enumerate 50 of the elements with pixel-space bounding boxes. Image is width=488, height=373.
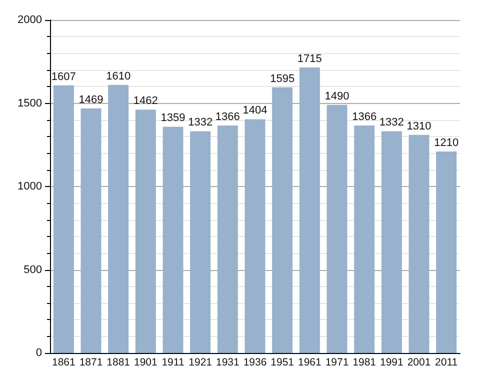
x-tick-label: 1861: [52, 356, 76, 368]
bar: [217, 126, 238, 353]
data-label: 1366: [215, 111, 240, 124]
x-tick-label: 1911: [162, 356, 184, 368]
bar: [108, 84, 129, 353]
x-tick-label: 1901: [134, 356, 158, 368]
x-tick-label: 1921: [188, 356, 212, 368]
bar: [354, 126, 375, 353]
x-tick-label: 1951: [270, 356, 294, 368]
bar: [326, 104, 348, 353]
x-tick-label: 1991: [380, 356, 404, 368]
x-tick-label: 1981: [352, 356, 376, 368]
y-tick-label: 500: [24, 264, 42, 276]
bar: [272, 87, 293, 353]
bar: [80, 108, 102, 353]
bar: [162, 126, 184, 353]
bar: [190, 131, 211, 353]
bar: [135, 110, 156, 353]
x-tick-label: 1961: [298, 356, 322, 368]
bar: [436, 152, 457, 353]
data-label: 1715: [297, 52, 322, 65]
data-label: 1359: [160, 112, 186, 124]
data-label: 1310: [406, 120, 432, 132]
x-tick-label: 1871: [79, 356, 103, 368]
bar: [299, 67, 320, 353]
bar: [408, 134, 430, 353]
bar: [381, 131, 402, 353]
x-tick-label: 1971: [325, 356, 349, 368]
data-label: 1366: [352, 111, 377, 124]
data-label: 1595: [270, 72, 295, 85]
bar: [53, 85, 74, 353]
data-label: 1610: [106, 70, 131, 82]
data-label: 1210: [434, 137, 459, 150]
data-label: 1469: [78, 94, 104, 106]
data-label: 1490: [324, 90, 350, 102]
data-label: 1332: [379, 116, 404, 129]
data-label: 1607: [51, 70, 76, 83]
x-tick-label: 2011: [435, 356, 458, 368]
y-tick-label: 0: [36, 347, 42, 359]
x-tick-label: 1931: [216, 356, 240, 368]
bar: [244, 119, 266, 353]
y-tick-label: 2000: [18, 14, 42, 26]
data-label: 1404: [242, 104, 268, 117]
data-label: 1332: [188, 116, 213, 129]
y-tick-label: 1000: [18, 180, 42, 192]
x-tick-label: 1936: [243, 356, 267, 368]
y-tick-label: 1500: [18, 97, 42, 110]
x-tick-label: 1881: [106, 356, 130, 368]
data-label: 1462: [133, 95, 158, 108]
x-tick-label: 2001: [407, 356, 431, 368]
